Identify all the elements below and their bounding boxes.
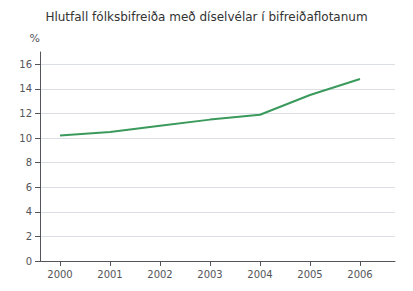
svg-text:0: 0 <box>26 256 32 267</box>
svg-text:14: 14 <box>19 83 32 94</box>
svg-text:2: 2 <box>26 231 32 242</box>
svg-text:16: 16 <box>19 59 32 70</box>
svg-text:6: 6 <box>26 182 32 193</box>
svg-text:%: % <box>30 32 40 45</box>
svg-text:2004: 2004 <box>247 269 272 280</box>
svg-text:2006: 2006 <box>347 269 372 280</box>
svg-text:2001: 2001 <box>97 269 122 280</box>
svg-text:12: 12 <box>19 108 32 119</box>
svg-text:2002: 2002 <box>147 269 172 280</box>
svg-text:2005: 2005 <box>297 269 322 280</box>
svg-text:4: 4 <box>26 206 32 217</box>
svg-text:8: 8 <box>26 157 32 168</box>
svg-text:10: 10 <box>19 133 32 144</box>
svg-text:Hlutfall fólksbifreiða með dís: Hlutfall fólksbifreiða með díselvélar í … <box>45 10 367 24</box>
svg-text:2000: 2000 <box>47 269 72 280</box>
svg-text:2003: 2003 <box>197 269 222 280</box>
